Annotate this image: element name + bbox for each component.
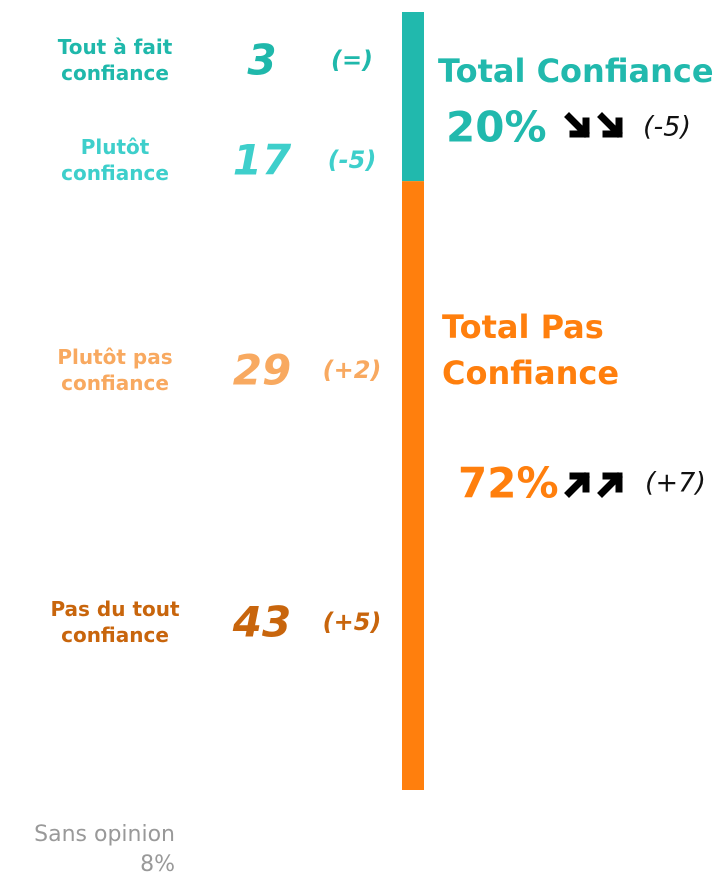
item-label: Plutôt pas confiance bbox=[57, 345, 173, 395]
trend-arrow bbox=[597, 472, 623, 498]
item-change: (+2) bbox=[322, 356, 382, 384]
arrow-path bbox=[597, 472, 623, 498]
item-change: (+5) bbox=[322, 608, 382, 636]
note-value: 8% bbox=[140, 852, 175, 877]
arrow-path bbox=[597, 112, 623, 138]
total-label: Total Confiance bbox=[438, 52, 714, 90]
arrow-path bbox=[564, 112, 590, 138]
bar-segment bbox=[402, 12, 424, 182]
item-change: (-5) bbox=[327, 146, 377, 174]
arrow-path bbox=[564, 472, 590, 498]
bar-segment bbox=[402, 181, 424, 790]
note: Sans opinion 8% bbox=[0, 820, 175, 880]
trend-arrow bbox=[564, 112, 590, 138]
total-change: (+7) bbox=[645, 467, 706, 499]
item-value: 3 bbox=[247, 35, 277, 85]
trend-arrow bbox=[564, 472, 590, 498]
total-change: (-5) bbox=[643, 111, 691, 143]
total-label: Total Pas Confiance bbox=[442, 308, 620, 392]
item-change: (=) bbox=[330, 46, 374, 74]
total-value: 20% bbox=[446, 102, 547, 152]
total-value: 72% bbox=[458, 458, 559, 508]
item-value: 43 bbox=[232, 597, 292, 647]
item-label: Tout à fait confiance bbox=[57, 35, 173, 85]
item-value: 29 bbox=[232, 345, 292, 395]
trend-arrow bbox=[597, 112, 623, 138]
note-label: Sans opinion bbox=[34, 822, 175, 847]
item-label: Pas du tout confiance bbox=[50, 597, 180, 647]
item-label: Plutôt confiance bbox=[61, 135, 169, 185]
item-value: 17 bbox=[232, 135, 292, 185]
